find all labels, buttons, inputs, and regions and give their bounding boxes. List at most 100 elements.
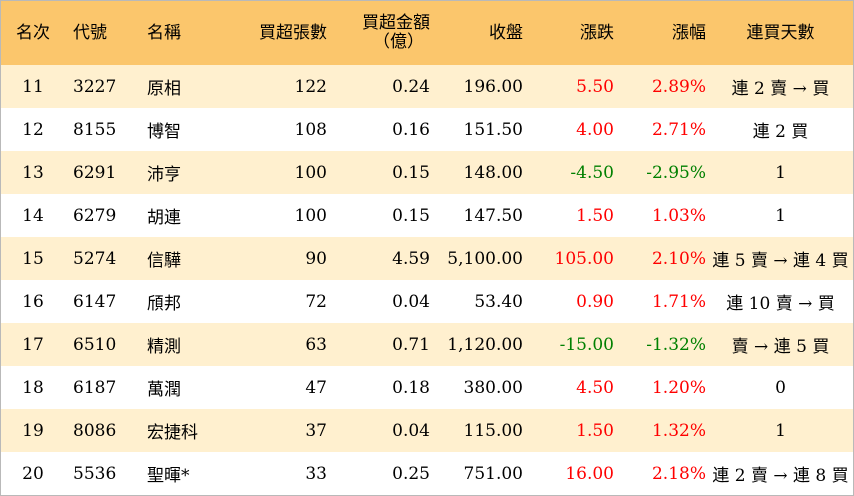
header-net-buy-amount-line1: 買超金額 — [362, 13, 430, 33]
cell-net-buy-amount: 0.04 — [392, 291, 430, 312]
header-consecutive-days: 連買天數 — [746, 22, 815, 43]
cell-net-buy-amount: 0.24 — [392, 76, 430, 97]
cell-code: 3227 — [73, 76, 117, 97]
header-rank: 名次 — [16, 22, 50, 43]
cell-consecutive-days: 連 2 賣 → 買 — [731, 79, 830, 99]
cell-code: 8155 — [73, 119, 117, 140]
cell-consecutive-days: 0 — [775, 377, 786, 398]
table-row: 12 8155 博智 108 0.16 151.50 4.00 2.71% 連 2 買 — [1, 108, 853, 151]
header-net-buy-amount-line2: （億） — [373, 32, 424, 52]
cell-change: 16.00 — [565, 463, 614, 484]
cell-rank: 17 — [22, 334, 44, 355]
cell-close: 115.00 — [463, 420, 523, 441]
cell-net-buy-amount: 0.18 — [392, 377, 430, 398]
cell-change-pct: 2.18% — [651, 463, 706, 484]
cell-net-buy-lots: 47 — [305, 377, 327, 398]
cell-rank: 14 — [22, 205, 44, 226]
cell-change: 4.00 — [576, 119, 614, 140]
cell-rank: 11 — [22, 76, 44, 97]
cell-net-buy-amount: 0.15 — [392, 205, 430, 226]
cell-change-pct: 2.10% — [651, 248, 706, 269]
cell-change-pct: 1.71% — [651, 291, 706, 312]
cell-net-buy-lots: 100 — [294, 162, 327, 183]
cell-net-buy-lots: 100 — [294, 205, 327, 226]
cell-consecutive-days: 連 5 賣 → 連 4 買 — [712, 251, 849, 271]
cell-net-buy-lots: 72 — [305, 291, 327, 312]
header-net-buy-lots: 買超張數 — [259, 22, 327, 43]
cell-code: 5536 — [73, 463, 117, 484]
cell-close: 1,120.00 — [447, 334, 523, 355]
cell-change: 105.00 — [554, 248, 614, 269]
cell-net-buy-lots: 122 — [294, 76, 327, 97]
cell-change: 4.50 — [576, 377, 614, 398]
cell-change-pct: 1.03% — [651, 205, 706, 226]
cell-net-buy-lots: 90 — [305, 248, 327, 269]
cell-close: 148.00 — [463, 162, 523, 183]
cell-net-buy-amount: 4.59 — [392, 248, 430, 269]
cell-change-pct: 2.71% — [651, 119, 706, 140]
cell-rank: 12 — [22, 119, 44, 140]
cell-rank: 20 — [22, 463, 44, 484]
cell-name: 頎邦 — [147, 294, 181, 314]
cell-net-buy-amount: 0.04 — [392, 420, 430, 441]
cell-rank: 13 — [22, 162, 44, 183]
cell-close: 5,100.00 — [447, 248, 523, 269]
cell-name: 宏捷科 — [147, 423, 198, 443]
cell-close: 380.00 — [463, 377, 523, 398]
cell-net-buy-lots: 108 — [294, 119, 327, 140]
cell-net-buy-amount: 0.71 — [392, 334, 430, 355]
cell-net-buy-amount: 0.16 — [392, 119, 430, 140]
cell-name: 精測 — [147, 337, 181, 357]
cell-net-buy-lots: 63 — [305, 334, 327, 355]
cell-code: 6291 — [73, 162, 117, 183]
cell-net-buy-amount: 0.15 — [392, 162, 430, 183]
table-row: 19 8086 宏捷科 37 0.04 115.00 1.50 1.32% 1 — [1, 409, 853, 452]
cell-change: 1.50 — [576, 205, 614, 226]
cell-close: 147.50 — [463, 205, 523, 226]
cell-net-buy-lots: 33 — [305, 463, 327, 484]
cell-code: 6279 — [73, 205, 117, 226]
cell-code: 6510 — [73, 334, 117, 355]
cell-net-buy-amount: 0.25 — [392, 463, 430, 484]
cell-consecutive-days: 連 2 買 — [752, 122, 809, 142]
table-row: 14 6279 胡連 100 0.15 147.50 1.50 1.03% 1 — [1, 194, 853, 237]
cell-consecutive-days: 連 2 賣 → 連 8 買 — [712, 466, 849, 486]
cell-rank: 19 — [22, 420, 44, 441]
cell-net-buy-lots: 37 — [305, 420, 327, 441]
cell-close: 53.40 — [474, 291, 523, 312]
cell-change: -15.00 — [559, 334, 614, 355]
cell-close: 751.00 — [463, 463, 523, 484]
cell-rank: 16 — [22, 291, 44, 312]
cell-rank: 18 — [22, 377, 44, 398]
cell-code: 8086 — [73, 420, 117, 441]
cell-change: 0.90 — [576, 291, 614, 312]
cell-code: 6147 — [73, 291, 117, 312]
header-name: 名稱 — [147, 22, 181, 43]
cell-close: 151.50 — [463, 119, 523, 140]
cell-consecutive-days: 1 — [775, 205, 786, 226]
cell-code: 5274 — [73, 248, 117, 269]
cell-change-pct: 2.89% — [651, 76, 706, 97]
header-close: 收盤 — [489, 22, 523, 43]
cell-name: 萬潤 — [147, 380, 181, 400]
cell-name: 原相 — [147, 79, 181, 99]
cell-consecutive-days: 賣 → 連 5 買 — [731, 337, 830, 357]
cell-name: 沛亨 — [147, 165, 181, 185]
header-change-pct: 漲幅 — [672, 22, 706, 43]
table-row: 11 3227 原相 122 0.24 196.00 5.50 2.89% 連 2 賣 → 買 — [1, 65, 853, 108]
header-row: 名次 代號 名稱 買超張數 買超金額 （億） 收盤 漲跌 漲幅 連買天數 — [1, 1, 853, 65]
cell-name: 胡連 — [147, 208, 181, 228]
table-row: 17 6510 精測 63 0.71 1,120.00 -15.00 -1.32% 賣 → 連 … — [1, 323, 853, 366]
cell-name: 博智 — [147, 122, 181, 142]
table-row: 13 6291 沛亨 100 0.15 148.00 -4.50 -2.95% 1 — [1, 151, 853, 194]
cell-change-pct: -2.95% — [646, 162, 706, 183]
table-row: 16 6147 頎邦 72 0.04 53.40 0.90 1.71% 連 10 賣 → 買 — [1, 280, 853, 323]
table-row: 15 5274 信驊 90 4.59 5,100.00 105.00 2.10% 連 5 賣 →… — [1, 237, 853, 280]
cell-change-pct: -1.32% — [646, 334, 706, 355]
header-net-buy-amount: 買超金額 （億） — [330, 1, 433, 65]
cell-close: 196.00 — [463, 76, 523, 97]
cell-change: 5.50 — [576, 76, 614, 97]
